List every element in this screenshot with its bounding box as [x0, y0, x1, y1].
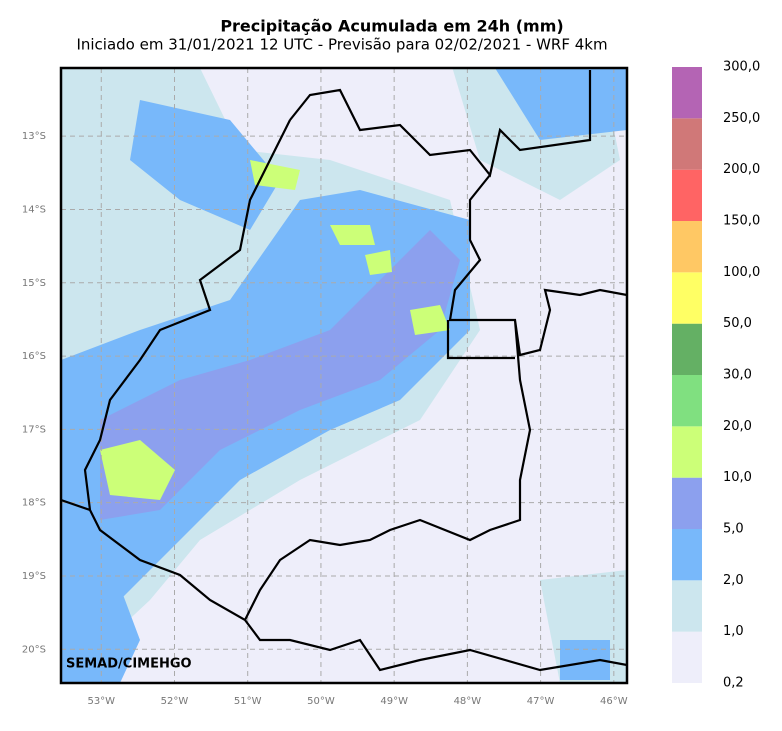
colorbar: 0,2 1,0 2,0 5,0 10,0 20,0 30,0 50,0 100,0 150,0 20…: [672, 60, 760, 691]
lat-tick-label: 13°S: [22, 131, 46, 142]
colorbar-label: 100,0: [723, 265, 760, 280]
lon-tick-label: 49°W: [380, 696, 408, 707]
colorbar-label: 1,0: [723, 624, 744, 639]
title: Precipitação Acumulada em 24h (mm): [220, 17, 563, 36]
colorbar-band: [672, 631, 702, 683]
lat-tick-label: 14°S: [22, 204, 46, 215]
credit: SEMAD/CIMEHGO: [66, 657, 192, 672]
map-frame: [59, 66, 629, 685]
colorbar-label: 30,0: [723, 368, 752, 383]
colorbar-band: [672, 169, 702, 221]
lon-tick-label: 46°W: [600, 696, 628, 707]
lat-tick-label: 15°S: [22, 278, 46, 289]
colorbar-label: 20,0: [723, 419, 752, 434]
graticule: 13°S 14°S 15°S 16°S 17°S 18°S 19°S 20°S 53°W 52°W…: [22, 68, 628, 707]
colorbar-band: [672, 426, 702, 478]
lon-tick-label: 48°W: [454, 696, 482, 707]
colorbar-band: [672, 375, 702, 427]
colorbar-label: 0,2: [723, 676, 744, 691]
lat-tick-label: 17°S: [22, 424, 46, 435]
colorbar-label: 50,0: [723, 316, 752, 331]
lat-tick-label: 18°S: [22, 498, 46, 509]
colorbar-label: 2,0: [723, 573, 744, 588]
lon-tick-label: 52°W: [161, 696, 189, 707]
lon-tick-label: 50°W: [307, 696, 335, 707]
lon-tick-label: 51°W: [234, 696, 262, 707]
colorbar-band: [672, 221, 702, 273]
colorbar-label: 10,0: [723, 470, 752, 485]
colorbar-label: 150,0: [723, 214, 760, 229]
colorbar-band: [672, 529, 702, 581]
colorbar-band: [672, 477, 702, 529]
colorbar-band: [672, 323, 702, 375]
state-borders: [61, 70, 627, 672]
colorbar-label: 250,0: [723, 111, 760, 126]
lat-tick-label: 16°S: [22, 351, 46, 362]
colorbar-label: 300,0: [723, 60, 760, 75]
colorbar-band: [672, 67, 702, 119]
lat-tick-label: 19°S: [22, 571, 46, 582]
colorbar-band: [672, 580, 702, 632]
lon-tick-label: 53°W: [87, 696, 115, 707]
precip-field: [61, 68, 627, 683]
colorbar-label: 5,0: [723, 522, 744, 537]
colorbar-band: [672, 272, 702, 324]
colorbar-label: 200,0: [723, 162, 760, 177]
lon-tick-label: 47°W: [527, 696, 555, 707]
lat-tick-label: 20°S: [22, 644, 46, 655]
colorbar-band: [672, 118, 702, 170]
subtitle: Iniciado em 31/01/2021 12 UTC - Previsão…: [76, 36, 607, 54]
